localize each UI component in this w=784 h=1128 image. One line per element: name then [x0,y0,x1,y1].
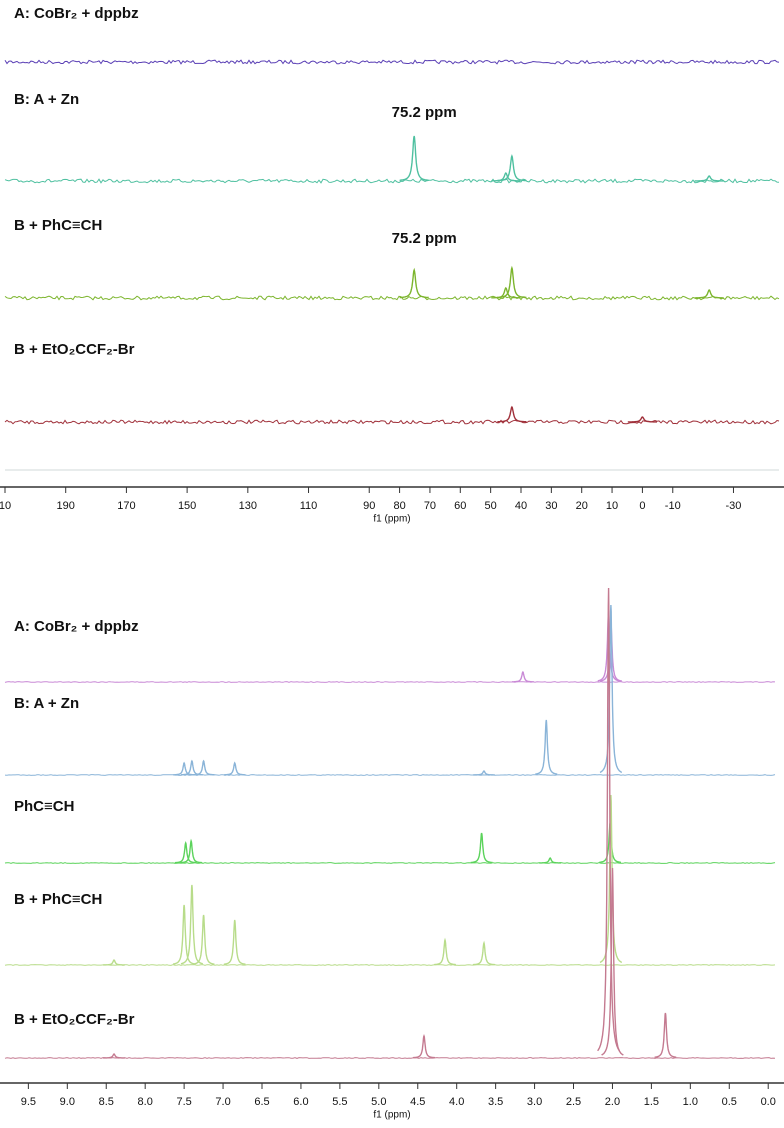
peak [434,937,456,966]
peak [399,267,429,299]
spectrum-label: B: A + Zn [14,91,79,108]
x-tick-label: 150 [178,500,196,512]
peak [627,416,657,423]
peak [223,919,246,965]
peak [535,719,558,775]
x-tick-label: 7.5 [176,1096,191,1108]
peak [694,175,724,182]
spectrum-label: B + PhC≡CH [14,217,102,234]
x-tick-label: 3.0 [527,1096,542,1108]
peak [399,135,429,181]
x-tick-label: 6.5 [254,1096,269,1108]
x-tick-label: 9.5 [21,1096,36,1108]
peak [103,1053,125,1059]
x-tick-label: 20 [576,500,588,512]
peak [539,857,562,864]
x-tick-label: 0.5 [722,1096,737,1108]
x-tick-label: 8.5 [99,1096,114,1108]
x-tick-label: 40 [515,500,527,512]
peak [512,670,534,683]
x-tick-label: 7.0 [215,1096,230,1108]
x-tick-label: 0 [639,500,645,512]
x-tick-label: 70 [424,500,436,512]
x-tick-label: 0.0 [761,1096,776,1108]
peak [497,265,527,299]
x-axis-label: f1 (ppm) [373,514,410,525]
spectrum-label: A: CoBr₂ + dppbz [14,618,139,635]
baseline [4,59,780,65]
peak [192,759,215,776]
peak [599,794,623,964]
x-tick-label: 2.0 [605,1096,620,1108]
baseline [4,681,776,683]
x-tick-label: 10 [606,500,618,512]
baseline [4,774,776,776]
baseline [4,1057,776,1059]
peak [497,405,527,423]
peak [173,761,195,776]
x-tick-label: 5.0 [371,1096,386,1108]
baseline [4,295,780,301]
peak [223,761,246,776]
x-axis-label: f1 (ppm) [373,1110,410,1121]
annotation: 75.2 ppm [392,104,457,121]
x-tick-label: 3.5 [488,1096,503,1108]
x-tick-label: 130 [239,500,257,512]
peak [491,172,521,182]
x-tick-label: -30 [726,500,742,512]
spectrum-label: B + EtO₂CCF₂-Br [14,1011,135,1028]
x-tick-label: 190 [57,500,75,512]
peak [597,587,621,1052]
peak [192,914,215,965]
x-tick-label: 5.5 [332,1096,347,1108]
x-tick-label: 2.5 [566,1096,581,1108]
x-tick-label: 90 [363,500,375,512]
peak [601,867,624,1056]
spectrum-label: A: CoBr₂ + dppbz [14,5,139,22]
x-tick-label: 9.0 [60,1096,75,1108]
x-tick-label: 80 [393,500,405,512]
x-tick-label: 4.5 [410,1096,425,1108]
spectrum-label: PhC≡CH [14,798,74,815]
spectrum-label: B: A + Zn [14,695,79,712]
peak [497,154,527,182]
baseline [4,419,780,425]
x-tick-label: 170 [117,500,135,512]
peak [412,1034,436,1059]
peak [180,884,204,965]
spectrum-label: B + PhC≡CH [14,891,102,908]
peak [654,1012,677,1058]
peak [172,904,196,965]
spectrum-label: B + EtO₂CCF₂-Br [14,341,135,358]
baseline [4,862,776,864]
x-tick-label: 50 [485,500,497,512]
peak [472,940,496,966]
peak [599,604,623,774]
peak [694,289,724,299]
baseline [4,178,780,184]
annotation: 75.2 ppm [392,230,457,247]
baseline [4,964,776,966]
x-tick-label: 110 [300,500,318,512]
x-tick-label: 4.0 [449,1096,464,1108]
x-tick-label: 6.0 [293,1096,308,1108]
x-tick-label: 1.5 [644,1096,659,1108]
x-tick-label: -10 [665,500,681,512]
peak [103,959,125,966]
peak [470,832,493,864]
peak [174,841,197,864]
peak [179,838,203,864]
x-tick-label: 1.0 [683,1096,698,1108]
peak [491,286,521,299]
x-tick-label: 10 [0,500,11,512]
x-tick-label: 8.0 [138,1096,153,1108]
peak [473,770,495,776]
x-tick-label: 30 [545,500,557,512]
x-tick-label: 60 [454,500,466,512]
